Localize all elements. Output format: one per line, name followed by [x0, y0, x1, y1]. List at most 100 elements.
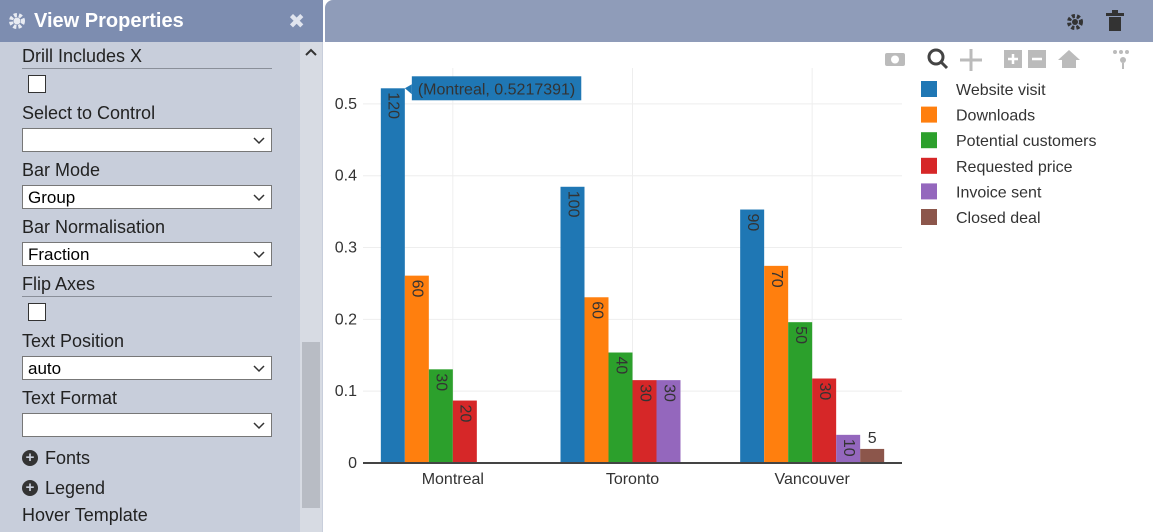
panel-header: View Properties ✖ [0, 0, 323, 42]
bar-label: 70 [768, 270, 785, 288]
bar [452, 400, 477, 463]
spike-icon[interactable] [1113, 50, 1129, 69]
bar [860, 448, 885, 463]
select[interactable] [22, 128, 272, 152]
bar-label: 100 [564, 191, 581, 218]
legend-swatch [921, 81, 937, 97]
bar-label: 90 [744, 214, 761, 232]
field-list: Drill Includes X Select to Control Bar Mod… [22, 44, 272, 527]
bar-label: 20 [457, 405, 474, 423]
legend-label: Potential customers [956, 133, 1097, 150]
x-tick-label: Toronto [606, 471, 659, 488]
x-tick-label: Vancouver [775, 471, 851, 488]
bar-label: 60 [588, 301, 605, 319]
checkbox[interactable] [28, 75, 46, 93]
select-value: Group [28, 188, 76, 207]
select-value: Fraction [28, 245, 90, 264]
camera-icon[interactable] [885, 53, 905, 66]
field-label: Bar Normalisation [22, 217, 166, 237]
y-tick-label: 0.2 [335, 311, 357, 328]
select[interactable]: Group [22, 185, 272, 209]
bar-label: 30 [636, 384, 653, 402]
chevron [253, 137, 265, 145]
bar-label: 50 [792, 326, 809, 344]
tooltip-text: (Montreal, 0.5217391) [418, 81, 575, 98]
plus-icon: + [22, 480, 38, 496]
section-label: Legend [45, 478, 106, 498]
bar-label: 60 [409, 280, 426, 298]
pan-icon[interactable] [960, 49, 982, 71]
field-label: Drill Includes X [22, 44, 272, 69]
bar-label: 30 [660, 384, 677, 402]
legend-label: Closed deal [956, 210, 1041, 227]
zoom-in-icon[interactable] [1004, 50, 1022, 68]
bar [740, 209, 765, 463]
field: Text Format [22, 386, 272, 443]
legend-swatch [921, 132, 937, 149]
chevron-path [253, 422, 265, 430]
legend-label: Invoice sent [956, 184, 1042, 201]
bar-label: 10 [840, 439, 857, 457]
section-toggle[interactable]: + Fonts [22, 443, 272, 473]
y-tick-label: 0.1 [335, 383, 357, 400]
select-value: auto [28, 359, 62, 378]
tooltip-arrow [404, 84, 412, 95]
reset-icon[interactable] [1058, 50, 1080, 68]
section-toggle[interactable]: + Legend [22, 473, 272, 503]
legend-label: Downloads [956, 108, 1035, 125]
y-tick-label: 0.4 [335, 168, 357, 185]
bar-label: 30 [433, 373, 450, 391]
bar [656, 380, 681, 463]
close-button[interactable]: ✖ [288, 10, 305, 33]
plot-area: 0 0.1 0.2 0.3 0.4 0.5 Montreal Toronto Vancouver… [335, 68, 1097, 488]
legend-swatch [921, 209, 937, 225]
field-label: Select to Control [22, 103, 156, 123]
scroll-up[interactable] [300, 42, 322, 62]
field-label: Bar Mode [22, 160, 101, 180]
bar [608, 352, 633, 463]
bar [560, 186, 585, 463]
legend-swatch [921, 183, 937, 200]
scrollbar[interactable] [300, 42, 322, 532]
field: Drill Includes X [22, 44, 272, 101]
chevron [253, 365, 265, 373]
select[interactable]: Fraction [22, 242, 272, 266]
field: Text Position auto [22, 329, 272, 386]
bar [764, 265, 789, 463]
legend-label: Website visit [956, 82, 1046, 99]
y-tick-label: 0.5 [335, 96, 357, 113]
field-label: Text Position [22, 331, 125, 351]
bar [632, 380, 657, 463]
bar [788, 322, 813, 463]
legend-label: Requested price [956, 159, 1073, 176]
gear-icon [9, 13, 25, 29]
chevron [253, 422, 265, 430]
bar-label: 120 [385, 92, 402, 119]
section-label: Fonts [45, 448, 91, 468]
select[interactable] [22, 413, 272, 437]
field: Select to Control [22, 101, 272, 158]
bar [404, 275, 429, 463]
checkbox[interactable] [28, 303, 46, 321]
select[interactable]: auto [22, 356, 272, 380]
bar-label: 5 [868, 430, 877, 447]
zoom-icon[interactable] [927, 48, 949, 70]
x-tick-label: Montreal [422, 471, 484, 488]
chevron-path [253, 365, 265, 373]
header-icons [1067, 10, 1124, 31]
zoom-out-icon[interactable] [1028, 50, 1046, 68]
field: Bar Normalisation Fraction [22, 215, 272, 272]
delete-icon[interactable] [1106, 10, 1124, 31]
bar-label: 30 [816, 383, 833, 401]
settings-icon[interactable] [1067, 14, 1083, 30]
bar-label: 40 [612, 357, 629, 375]
properties-panel: View Properties ✖ Drill Includes X Select… [0, 0, 323, 532]
chevron-path [253, 137, 265, 145]
tooltip-box [411, 76, 582, 101]
chart: 0 0.1 0.2 0.3 0.4 0.5 Montreal Toronto Vancouver… [335, 48, 1129, 488]
scroll-thumb[interactable] [302, 342, 320, 508]
chevron-path [253, 194, 265, 202]
bar [380, 88, 405, 464]
field-label: Flip Axes [22, 272, 272, 297]
